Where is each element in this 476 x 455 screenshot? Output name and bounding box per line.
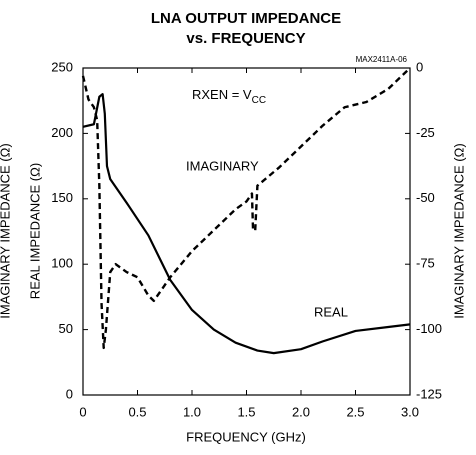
y-tick-label: 250: [51, 59, 73, 74]
y-axis-label: REAL IMPEDANCE (Ω): [27, 163, 42, 299]
y2-tick-label: -100: [416, 321, 442, 336]
series-label: REAL: [314, 304, 348, 319]
y-tick-label: 50: [59, 321, 73, 336]
y-tick-label: 150: [51, 190, 73, 205]
y-tick-label: 200: [51, 125, 73, 140]
y-tick-label: 0: [66, 386, 73, 401]
y2-tick-label: 0: [416, 59, 423, 74]
series-line: [81, 67, 411, 350]
series-label: IMAGINARY: [186, 158, 259, 173]
x-axis-label: FREQUENCY (GHz): [186, 429, 306, 444]
x-tick-label: 2.5: [346, 404, 364, 419]
x-tick-label: 3.0: [401, 404, 419, 419]
y2-axis-label: IMAGINARY IMPEDANCE (Ω): [451, 143, 466, 318]
y2-tick-label: -75: [416, 256, 435, 271]
chart-title: vs. FREQUENCY: [186, 30, 305, 47]
y-axis-outer-label: IMAGINARY IMPEDANCE (Ω): [0, 143, 12, 318]
y2-tick-label: -50: [416, 190, 435, 205]
x-tick-label: 0: [79, 404, 86, 419]
x-tick-label: 0.5: [128, 404, 146, 419]
x-tick-label: 1.0: [183, 404, 201, 419]
x-tick-label: 1.5: [237, 404, 255, 419]
condition-subscript: CC: [252, 95, 266, 106]
condition-text: RXEN = V: [192, 87, 252, 102]
chart-title: LNA OUTPUT IMPEDANCE: [151, 10, 341, 27]
series-line: [82, 93, 411, 355]
y-tick-label: 100: [51, 256, 73, 271]
x-tick-label: 2.0: [292, 404, 310, 419]
y2-tick-label: -25: [416, 125, 435, 140]
condition-label: RXEN = VCC: [192, 87, 266, 105]
figure-code: MAX2411A-06: [356, 55, 408, 64]
y2-tick-label: -125: [416, 386, 442, 401]
